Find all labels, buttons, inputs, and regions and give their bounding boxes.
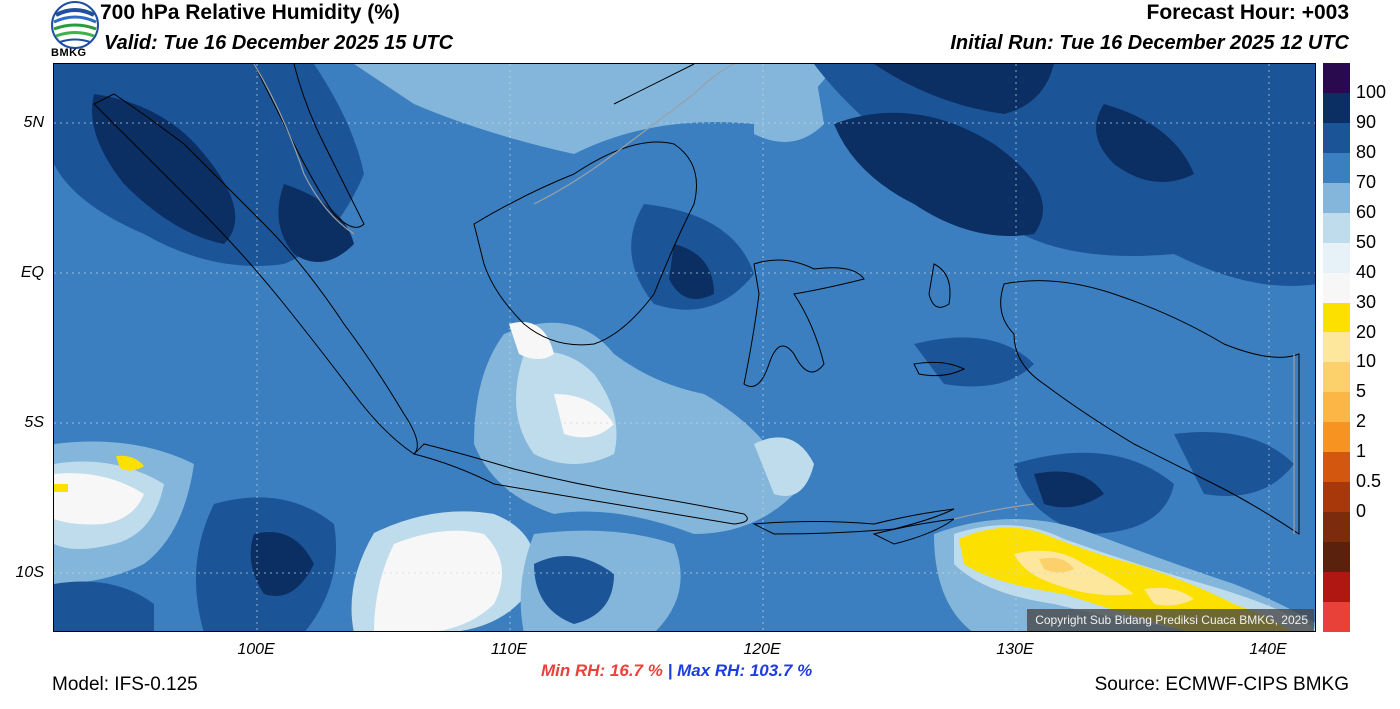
colorbar-swatch xyxy=(1323,482,1350,513)
valid-time: Valid: Tue 16 December 2025 15 UTC xyxy=(104,32,454,54)
colorbar-swatch xyxy=(1323,422,1350,453)
colorbar-swatch xyxy=(1323,512,1350,542)
stats-separator: | xyxy=(667,661,673,680)
colorbar-swatch xyxy=(1323,63,1350,93)
colorbar-swatch xyxy=(1323,302,1350,333)
colorbar-label: 60 xyxy=(1356,201,1377,222)
colorbar-swatch xyxy=(1323,182,1350,213)
lon-label-140e: 140E xyxy=(1249,641,1287,658)
colorbar-swatch xyxy=(1323,452,1350,483)
max-rh: Max RH: 103.7 % xyxy=(677,661,813,680)
colorbar-swatch xyxy=(1323,362,1350,393)
colorbar-label: 0.5 xyxy=(1356,471,1382,492)
colorbar-label: 10 xyxy=(1356,351,1377,372)
forecast-hour: Forecast Hour: +003 xyxy=(1146,1,1350,24)
colorbar-swatch xyxy=(1323,332,1350,363)
colorbar-swatch xyxy=(1323,392,1350,423)
lat-label-10s: 10S xyxy=(15,564,44,581)
colorbar-label: 100 xyxy=(1356,81,1387,102)
humidity-map xyxy=(53,63,1316,632)
colorbar-label: 1 xyxy=(1356,441,1367,462)
colorbar xyxy=(1323,63,1350,632)
colorbar-swatch xyxy=(1323,92,1350,123)
min-rh: Min RH: 16.7 % xyxy=(541,661,663,680)
lat-label-5s: 5S xyxy=(24,414,44,431)
colorbar-swatch xyxy=(1323,542,1350,572)
chart-title: 700 hPa Relative Humidity (%) xyxy=(100,1,400,24)
colorbar-swatch xyxy=(1323,242,1350,273)
colorbar-label: 5 xyxy=(1356,381,1367,402)
colorbar-swatch xyxy=(1323,272,1350,303)
humidity-map-svg xyxy=(54,64,1315,631)
colorbar-swatch xyxy=(1323,571,1350,602)
lon-label-110e: 110E xyxy=(490,641,528,658)
lat-label-5n: 5N xyxy=(23,114,44,131)
copyright-note: Copyright Sub Bidang Prediksi Cuaca BMKG… xyxy=(1027,609,1314,631)
colorbar-label: 50 xyxy=(1356,231,1377,252)
rh-stats: Min RH: 16.7 % | Max RH: 103.7 % xyxy=(541,661,812,681)
initial-run: Initial Run: Tue 16 December 2025 12 UTC xyxy=(950,32,1349,54)
colorbar-swatch xyxy=(1323,212,1350,243)
colorbar-label: 30 xyxy=(1356,291,1377,312)
colorbar-swatch xyxy=(1323,122,1350,153)
colorbar-label: 2 xyxy=(1356,411,1367,432)
colorbar-label: 20 xyxy=(1356,321,1377,342)
lon-label-120e: 120E xyxy=(743,641,781,658)
logo-text: BMKG xyxy=(51,47,87,59)
colorbar-swatch xyxy=(1323,601,1350,632)
colorbar-label: 90 xyxy=(1356,111,1377,132)
lon-label-100e: 100E xyxy=(237,641,275,658)
colorbar-label: 70 xyxy=(1356,171,1377,192)
lon-label-130e: 130E xyxy=(996,641,1034,658)
lat-label-eq: EQ xyxy=(20,264,44,281)
colorbar-label: 80 xyxy=(1356,141,1377,162)
model-label: Model: IFS-0.125 xyxy=(52,674,198,695)
bmkg-logo-icon xyxy=(50,1,100,61)
colorbar-label: 0 xyxy=(1356,501,1367,522)
source-label: Source: ECMWF-CIPS BMKG xyxy=(1094,674,1349,695)
colorbar-label: 40 xyxy=(1356,261,1377,282)
colorbar-swatch xyxy=(1323,152,1350,183)
